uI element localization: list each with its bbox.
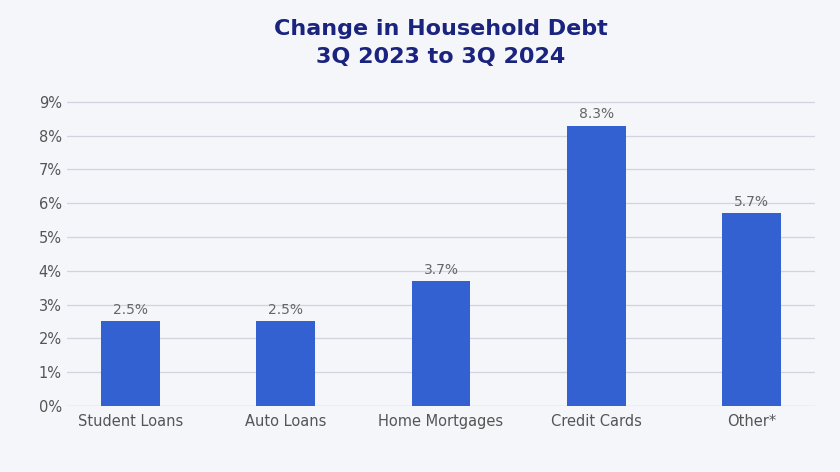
Bar xyxy=(101,321,160,406)
Text: 3.7%: 3.7% xyxy=(423,263,459,277)
Bar xyxy=(256,321,315,406)
Text: 8.3%: 8.3% xyxy=(579,108,614,121)
Bar xyxy=(412,281,470,406)
Text: 2.5%: 2.5% xyxy=(268,303,303,317)
Text: 5.7%: 5.7% xyxy=(734,195,769,209)
Title: Change in Household Debt
3Q 2023 to 3Q 2024: Change in Household Debt 3Q 2023 to 3Q 2… xyxy=(274,19,608,67)
Bar xyxy=(722,213,781,406)
Text: 2.5%: 2.5% xyxy=(113,303,148,317)
Bar xyxy=(567,126,626,406)
